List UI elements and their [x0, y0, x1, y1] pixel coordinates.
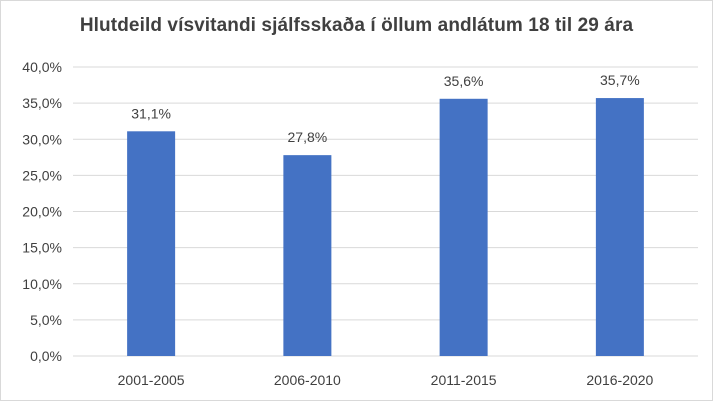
- data-label: 27,8%: [288, 129, 328, 145]
- bar: [439, 98, 488, 356]
- bar: [283, 155, 332, 356]
- y-tick-label: 5,0%: [30, 312, 62, 328]
- bar: [127, 131, 176, 356]
- bars: [127, 98, 644, 356]
- gridlines: [73, 66, 698, 357]
- x-tick-label: 2011-2015: [431, 372, 497, 388]
- y-tick-label: 15,0%: [22, 240, 62, 256]
- data-label: 31,1%: [131, 105, 171, 121]
- x-tick-label: 2016-2020: [586, 372, 653, 388]
- chart-title: Hlutdeild vísvitandi sjálfsskaða í öllum…: [79, 15, 634, 36]
- x-axis-ticks: 2001-2005 2006-2010 2011-2015 2016-2020: [118, 372, 654, 388]
- data-labels: 31,1% 27,8% 35,6% 35,7%: [131, 72, 639, 145]
- y-tick-label: 0,0%: [30, 348, 62, 364]
- y-tick-label: 10,0%: [22, 276, 62, 292]
- y-tick-label: 35,0%: [22, 95, 62, 111]
- data-label: 35,6%: [444, 73, 484, 89]
- data-label: 35,7%: [600, 72, 640, 88]
- x-tick-label: 2006-2010: [274, 372, 341, 388]
- y-tick-label: 40,0%: [22, 59, 62, 75]
- y-axis-ticks: 0,0% 5,0% 10,0% 15,0% 20,0% 25,0% 30,0% 35,0% 40…: [22, 59, 62, 364]
- y-tick-label: 25,0%: [22, 167, 62, 183]
- x-tick-label: 2001-2005: [118, 372, 185, 388]
- y-tick-label: 20,0%: [22, 204, 62, 220]
- y-tick-label: 30,0%: [22, 131, 62, 147]
- bar: [595, 98, 644, 356]
